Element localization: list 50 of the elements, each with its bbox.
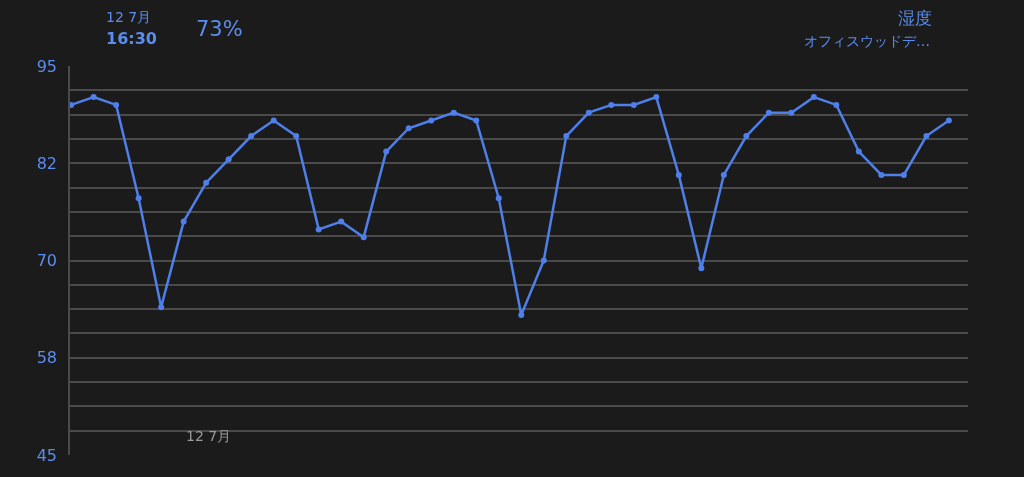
point <box>450 109 457 116</box>
chart-subtitle: オフィスウッドデ… <box>804 33 930 49</box>
point <box>810 94 817 101</box>
point <box>900 171 907 178</box>
point <box>383 148 390 155</box>
point <box>428 117 435 124</box>
point <box>158 304 165 311</box>
point <box>833 101 840 108</box>
point <box>405 125 412 132</box>
point <box>90 94 97 101</box>
point <box>855 148 862 155</box>
y-tick-label: 95 <box>36 56 58 76</box>
point <box>878 171 885 178</box>
point <box>360 234 367 241</box>
point <box>495 195 502 202</box>
point <box>720 171 727 178</box>
point <box>270 117 277 124</box>
point <box>540 257 547 264</box>
point <box>225 156 232 163</box>
point <box>675 171 682 178</box>
point <box>788 109 795 116</box>
point <box>765 109 772 116</box>
point <box>653 94 660 101</box>
point <box>113 101 120 108</box>
point <box>608 101 615 108</box>
text: 12 7月 <box>106 9 152 25</box>
point <box>315 226 322 233</box>
chart-title: 湿度 <box>898 7 932 28</box>
point <box>698 265 705 272</box>
annotation: 12 7月 <box>186 428 232 444</box>
point <box>135 195 142 202</box>
point <box>180 218 187 225</box>
y-tick-label: 82 <box>36 153 58 173</box>
text: 16:30 <box>106 29 157 48</box>
y-tick-label: 70 <box>36 251 58 271</box>
point <box>585 109 592 116</box>
point <box>743 133 750 140</box>
text: 73% <box>196 17 243 41</box>
point <box>338 218 345 225</box>
point <box>563 133 570 140</box>
point <box>923 133 930 140</box>
point <box>518 311 525 318</box>
point <box>203 179 210 186</box>
point <box>248 133 255 140</box>
point <box>945 117 952 124</box>
point <box>630 101 637 108</box>
point <box>293 133 300 140</box>
point <box>473 117 480 124</box>
y-tick-label: 58 <box>36 348 58 368</box>
y-tick-label: 45 <box>36 445 58 465</box>
